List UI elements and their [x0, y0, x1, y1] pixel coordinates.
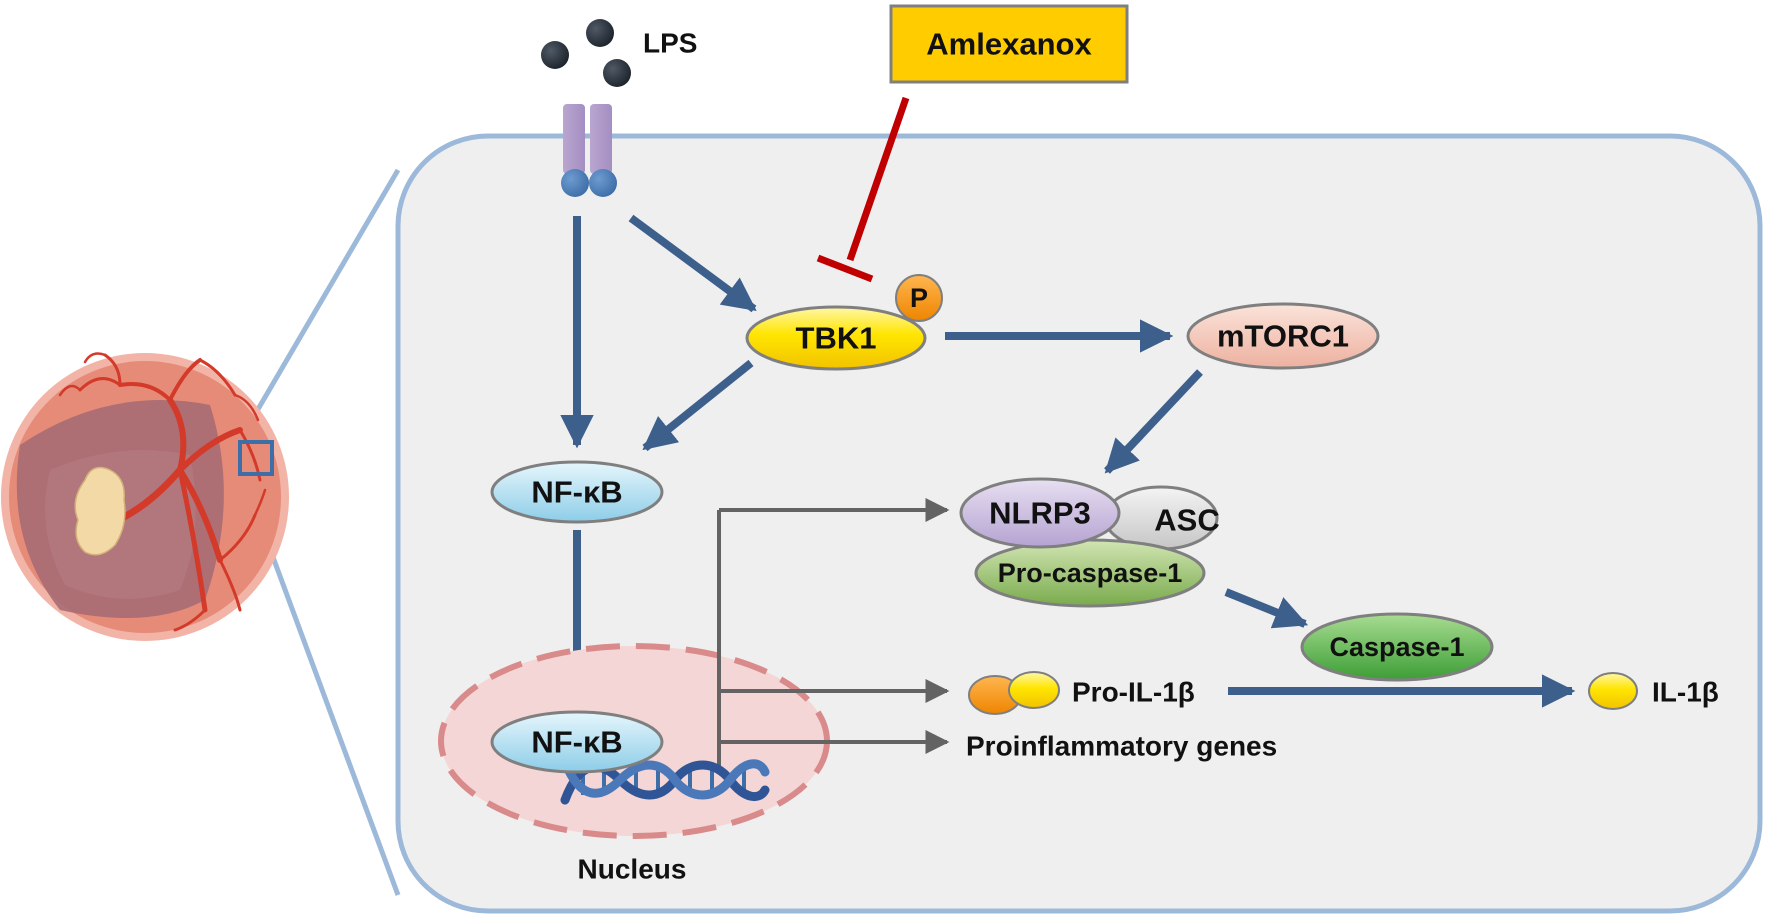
arrow-mtorc1-to-nlrp3 — [1104, 369, 1203, 474]
proinflammatory-genes-label: Proinflammatory genes — [966, 731, 1277, 762]
tlr4-receptor — [561, 104, 617, 197]
il1b-molecule — [1588, 672, 1638, 710]
amlexanox-box — [889, 4, 1129, 84]
tbk1-label: TBK1 — [796, 321, 877, 356]
mtorc1-node — [1186, 302, 1380, 370]
pro-il1b-label: Pro-IL-1β — [1072, 677, 1195, 708]
nlrp3-node — [959, 477, 1121, 549]
nfkb-nucleus-node — [490, 710, 664, 774]
phospho-badge — [895, 274, 943, 322]
inhibition-arrow — [816, 96, 910, 283]
caspase1-label: Caspase-1 — [1329, 632, 1464, 662]
procaspase1-label: Pro-caspase-1 — [998, 558, 1183, 588]
nfkb-cytoplasm-label: NF-κB — [531, 475, 622, 510]
lps-label: LPS — [643, 28, 697, 59]
lps-molecules — [541, 19, 631, 87]
asc-label: ASC — [1154, 503, 1219, 538]
arrow-procaspase-to-caspase — [1224, 588, 1309, 629]
nlrp3-label: NLRP3 — [989, 496, 1091, 531]
pro-il1b-molecule — [968, 671, 1060, 715]
nucleus-label: Nucleus — [578, 854, 687, 885]
mtorc1-label: mTORC1 — [1217, 319, 1349, 354]
il1b-label: IL-1β — [1652, 677, 1719, 708]
arrow-receptor-to-tbk1 — [628, 214, 757, 313]
uterus-illustration — [1, 352, 289, 641]
transcription-arrows — [717, 498, 950, 767]
caspase1-node — [1300, 612, 1494, 682]
phospho-label: P — [910, 283, 928, 313]
amlexanox-label: Amlexanox — [926, 27, 1092, 62]
zoom-box — [238, 440, 274, 476]
arrow-tbk1-to-nfkb — [642, 359, 754, 452]
pathway-arrows — [560, 214, 1576, 708]
nfkb-cytoplasm-node — [490, 460, 664, 524]
tbk1-node — [745, 305, 927, 371]
nfkb-nucleus-label: NF-κB — [531, 725, 622, 760]
